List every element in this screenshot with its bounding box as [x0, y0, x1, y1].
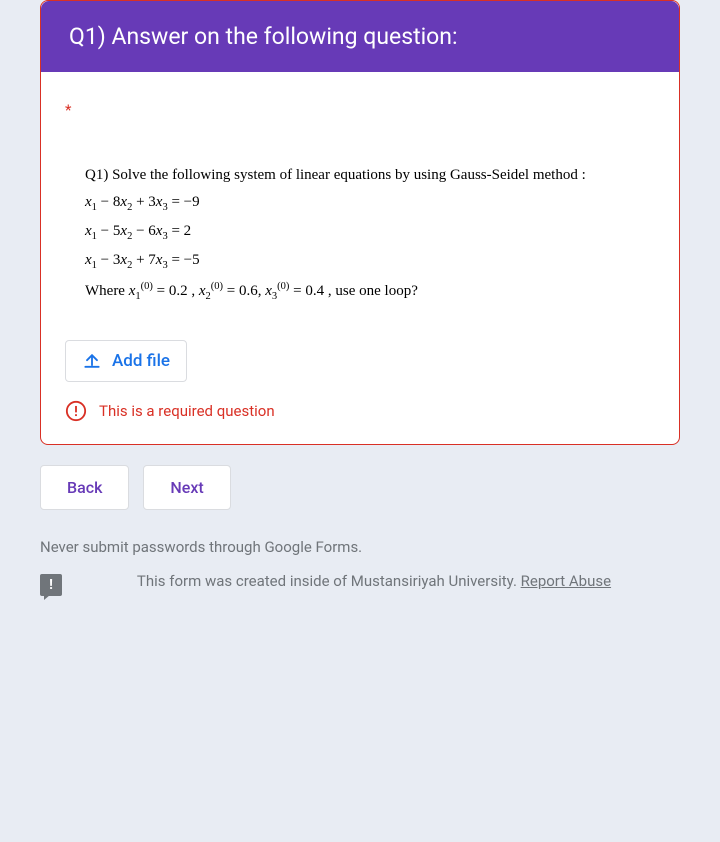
upload-icon [82, 351, 102, 371]
equation-3: x1 − 3x2 + 7x3 = −5 [85, 252, 635, 271]
equation-where: Where x1(0) = 0.2 , x2(0) = 0.6, x3(0) =… [85, 281, 635, 302]
feedback-icon[interactable]: ! [40, 574, 62, 596]
nav-row: Back Next [40, 465, 680, 510]
question-intro: Q1) Solve the following system of linear… [85, 167, 635, 184]
error-text: This is a required question [99, 402, 275, 420]
question-content: Q1) Solve the following system of linear… [65, 167, 655, 302]
equation-2: x1 − 5x2 − 6x3 = 2 [85, 223, 635, 242]
error-message: This is a required question [65, 400, 655, 422]
footer-text: This form was created inside of Mustansi… [68, 572, 680, 590]
question-card: Q1) Answer on the following question: * … [40, 0, 680, 445]
card-title: Q1) Answer on the following question: [41, 1, 679, 72]
add-file-button[interactable]: Add file [65, 340, 187, 382]
card-body: * Q1) Solve the following system of line… [41, 72, 679, 444]
report-abuse-link[interactable]: Report Abuse [521, 572, 611, 590]
next-button[interactable]: Next [143, 465, 230, 510]
error-icon [65, 400, 87, 422]
back-button[interactable]: Back [40, 465, 129, 510]
add-file-label: Add file [112, 351, 170, 371]
required-indicator: * [65, 101, 71, 119]
footer: ! This form was created inside of Mustan… [40, 572, 680, 596]
equation-1: x1 − 8x2 + 3x3 = −9 [85, 194, 635, 213]
password-warning: Never submit passwords through Google Fo… [40, 538, 680, 556]
